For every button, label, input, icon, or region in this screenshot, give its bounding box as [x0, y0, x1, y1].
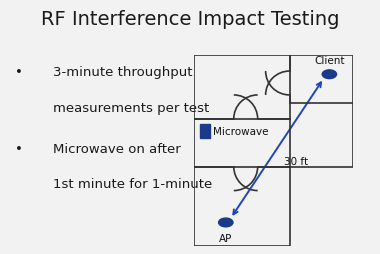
Text: Client: Client [314, 55, 345, 65]
Bar [200, 124, 210, 138]
Text: Microwave on after: Microwave on after [53, 142, 181, 155]
Text: •: • [15, 142, 23, 155]
Text: AP: AP [219, 233, 233, 243]
Text: RF Interference Impact Testing: RF Interference Impact Testing [41, 10, 339, 29]
Text: •: • [15, 66, 23, 79]
Ellipse shape [218, 218, 233, 227]
Text: 30 ft: 30 ft [283, 157, 308, 167]
FancyArrowPatch shape [233, 83, 321, 214]
Ellipse shape [322, 71, 337, 79]
Text: measurements per test: measurements per test [53, 102, 209, 115]
Text: Microwave: Microwave [213, 126, 269, 136]
Text: 1st minute for 1-minute: 1st minute for 1-minute [53, 178, 212, 191]
Text: 3-minute throughput: 3-minute throughput [53, 66, 193, 79]
